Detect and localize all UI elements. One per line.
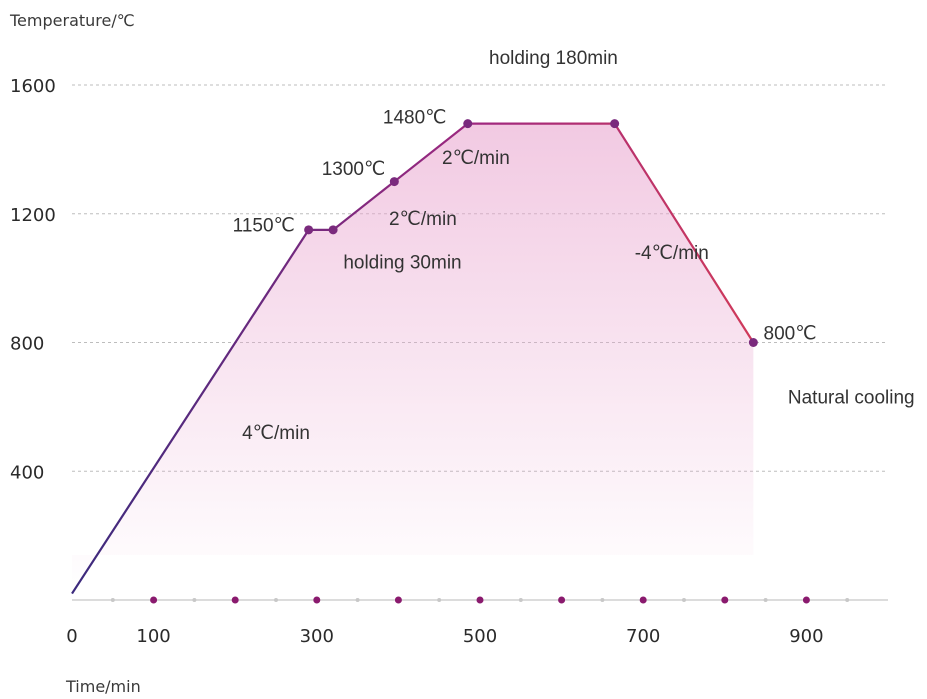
x-minor-tick-350 bbox=[355, 598, 360, 602]
x-tick-label-100: 100 bbox=[136, 626, 170, 647]
x-tick-label-300: 300 bbox=[300, 626, 334, 647]
y-tick-label-800: 800 bbox=[10, 334, 44, 355]
x-minor-tick-950 bbox=[845, 598, 850, 602]
annotation-5: 2℃/min bbox=[389, 209, 457, 230]
x-minor-tick-750 bbox=[682, 598, 686, 602]
x-axis-title: Time/min bbox=[65, 677, 141, 696]
x-marker-800 bbox=[721, 596, 729, 604]
x-axis bbox=[72, 596, 888, 604]
x-minor-tick-550 bbox=[518, 598, 523, 602]
data-point-6 bbox=[748, 338, 758, 347]
data-point-3 bbox=[389, 177, 399, 187]
x-tick-label-0: 0 bbox=[66, 626, 77, 647]
annotation-8: 800℃ bbox=[764, 323, 817, 344]
y-tick-labels: 400 800 1200 1600 bbox=[10, 76, 56, 483]
annotation-2: 2℃/min bbox=[442, 148, 510, 169]
annotation-4: 1150℃ bbox=[233, 215, 295, 236]
x-minor-tick-850 bbox=[763, 598, 768, 602]
y-tick-label-400: 400 bbox=[10, 462, 44, 483]
data-point-4 bbox=[463, 119, 473, 129]
x-tick-labels: 0 100 300 500 700 900 bbox=[66, 626, 823, 647]
x-minor-tick-250 bbox=[274, 598, 278, 602]
annotation-10: 4℃/min bbox=[242, 423, 310, 444]
area-fill bbox=[72, 123, 754, 594]
x-tick-label-700: 700 bbox=[626, 626, 660, 647]
x-minor-tick-150 bbox=[192, 598, 197, 602]
y-axis-title: Temperature/℃ bbox=[9, 11, 135, 30]
annotations: holding 180min 1480℃ 2℃/min 1300℃ 1150℃ 2℃/mi… bbox=[233, 48, 915, 444]
annotation-6: holding 30min bbox=[343, 252, 461, 273]
annotation-7: -4℃/min bbox=[635, 243, 709, 264]
x-marker-200 bbox=[231, 596, 239, 604]
annotation-1: 1480℃ bbox=[383, 108, 447, 129]
x-marker-900 bbox=[802, 596, 810, 604]
data-point-1 bbox=[304, 225, 314, 235]
x-marker-300 bbox=[313, 596, 321, 604]
x-tick-label-500: 500 bbox=[463, 626, 497, 647]
annotation-0: holding 180min bbox=[489, 48, 618, 69]
x-marker-500 bbox=[476, 596, 484, 604]
y-tick-label-1600: 1600 bbox=[10, 76, 56, 97]
annotation-9: Natural cooling bbox=[788, 388, 915, 409]
x-minor-tick-50 bbox=[110, 598, 115, 602]
area-fill-shape bbox=[72, 123, 754, 594]
data-points bbox=[304, 119, 758, 347]
x-marker-600 bbox=[558, 596, 566, 604]
data-point-2 bbox=[328, 225, 338, 235]
x-marker-400 bbox=[394, 596, 402, 604]
x-marker-700 bbox=[639, 596, 647, 604]
data-point-5 bbox=[610, 119, 620, 129]
x-minor-tick-650 bbox=[600, 598, 605, 602]
annotation-3: 1300℃ bbox=[322, 159, 386, 180]
x-tick-label-900: 900 bbox=[789, 626, 823, 647]
x-minor-tick-450 bbox=[437, 598, 442, 602]
y-tick-label-1200: 1200 bbox=[10, 205, 56, 226]
x-marker-100 bbox=[150, 596, 158, 604]
